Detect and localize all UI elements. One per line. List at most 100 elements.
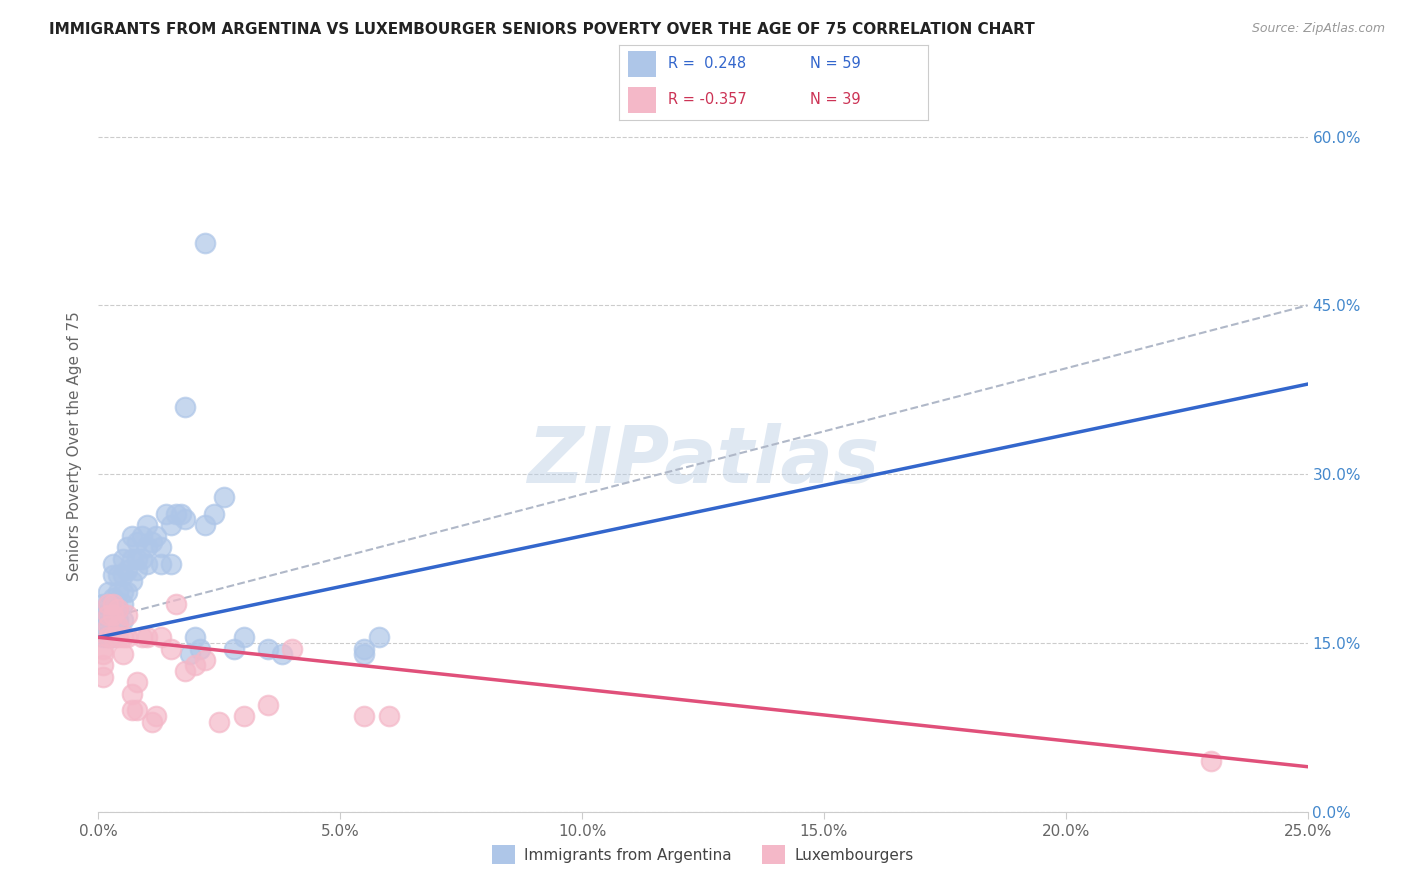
Point: [194, 517, 217, 532]
Point: [194, 653, 217, 667]
Point: [131, 551, 153, 566]
Point: [135, 517, 157, 532]
Point: [91, 658, 114, 673]
Point: [101, 591, 124, 605]
Bar: [628, 52, 655, 78]
Point: [121, 529, 143, 543]
Point: [121, 703, 143, 717]
Point: [184, 630, 207, 644]
Point: [97, 630, 120, 644]
Point: [353, 641, 375, 656]
Point: [188, 641, 211, 656]
Point: [101, 630, 124, 644]
Point: [127, 551, 149, 566]
Point: [150, 630, 173, 644]
Point: [184, 658, 207, 673]
Point: [160, 517, 183, 532]
Point: [256, 641, 278, 656]
Point: [127, 675, 149, 690]
Point: [174, 512, 197, 526]
Point: [97, 607, 120, 622]
Point: [91, 630, 114, 644]
Point: [111, 568, 134, 582]
Point: [91, 597, 114, 611]
Point: [145, 709, 167, 723]
Point: [141, 714, 163, 729]
Point: [107, 630, 129, 644]
Point: [101, 630, 124, 644]
Text: N = 59: N = 59: [810, 56, 860, 71]
Y-axis label: Seniors Poverty Over the Age of 75: Seniors Poverty Over the Age of 75: [67, 311, 83, 581]
Point: [91, 670, 114, 684]
Point: [160, 641, 183, 656]
Point: [97, 607, 120, 622]
Point: [232, 630, 254, 644]
Point: [353, 647, 375, 661]
Point: [165, 507, 187, 521]
Text: R =  0.248: R = 0.248: [668, 56, 747, 71]
Legend: Immigrants from Argentina, Luxembourgers: Immigrants from Argentina, Luxembourgers: [486, 839, 920, 870]
Point: [107, 602, 129, 616]
Text: R = -0.357: R = -0.357: [668, 92, 747, 107]
Point: [135, 557, 157, 571]
Point: [111, 551, 134, 566]
Point: [174, 664, 197, 678]
Point: [101, 557, 124, 571]
Point: [131, 529, 153, 543]
Point: [121, 551, 143, 566]
Point: [107, 602, 129, 616]
Point: [271, 647, 294, 661]
Point: [131, 630, 153, 644]
Point: [256, 698, 278, 712]
Point: [174, 400, 197, 414]
Point: [97, 630, 120, 644]
Point: [111, 597, 134, 611]
Point: [97, 597, 120, 611]
Point: [160, 557, 183, 571]
Point: [91, 641, 114, 656]
Point: [135, 541, 157, 555]
Point: [169, 507, 191, 521]
Point: [127, 534, 149, 549]
Point: [91, 607, 114, 622]
Point: [127, 563, 149, 577]
Point: [212, 490, 235, 504]
Point: [101, 568, 124, 582]
Point: [91, 647, 114, 661]
Point: [145, 529, 167, 543]
Text: IMMIGRANTS FROM ARGENTINA VS LUXEMBOURGER SENIORS POVERTY OVER THE AGE OF 75 COR: IMMIGRANTS FROM ARGENTINA VS LUXEMBOURGE…: [49, 22, 1035, 37]
Point: [107, 614, 129, 628]
Point: [121, 687, 143, 701]
Point: [101, 607, 124, 622]
Point: [232, 709, 254, 723]
Point: [135, 630, 157, 644]
Point: [141, 534, 163, 549]
Point: [377, 709, 399, 723]
Point: [117, 563, 139, 577]
Point: [165, 597, 187, 611]
Point: [281, 641, 304, 656]
Point: [1199, 754, 1222, 768]
Point: [222, 641, 245, 656]
Point: [117, 541, 139, 555]
Point: [121, 574, 143, 588]
Point: [107, 585, 129, 599]
Point: [107, 619, 129, 633]
Point: [101, 607, 124, 622]
Point: [150, 557, 173, 571]
Bar: [628, 87, 655, 112]
Point: [127, 703, 149, 717]
Point: [117, 607, 139, 622]
Point: [107, 568, 129, 582]
Point: [97, 619, 120, 633]
Point: [353, 709, 375, 723]
Point: [179, 647, 201, 661]
Point: [111, 647, 134, 661]
Point: [111, 630, 134, 644]
Point: [204, 507, 226, 521]
Point: [97, 619, 120, 633]
Point: [111, 614, 134, 628]
Point: [150, 541, 173, 555]
Text: N = 39: N = 39: [810, 92, 860, 107]
Point: [117, 630, 139, 644]
